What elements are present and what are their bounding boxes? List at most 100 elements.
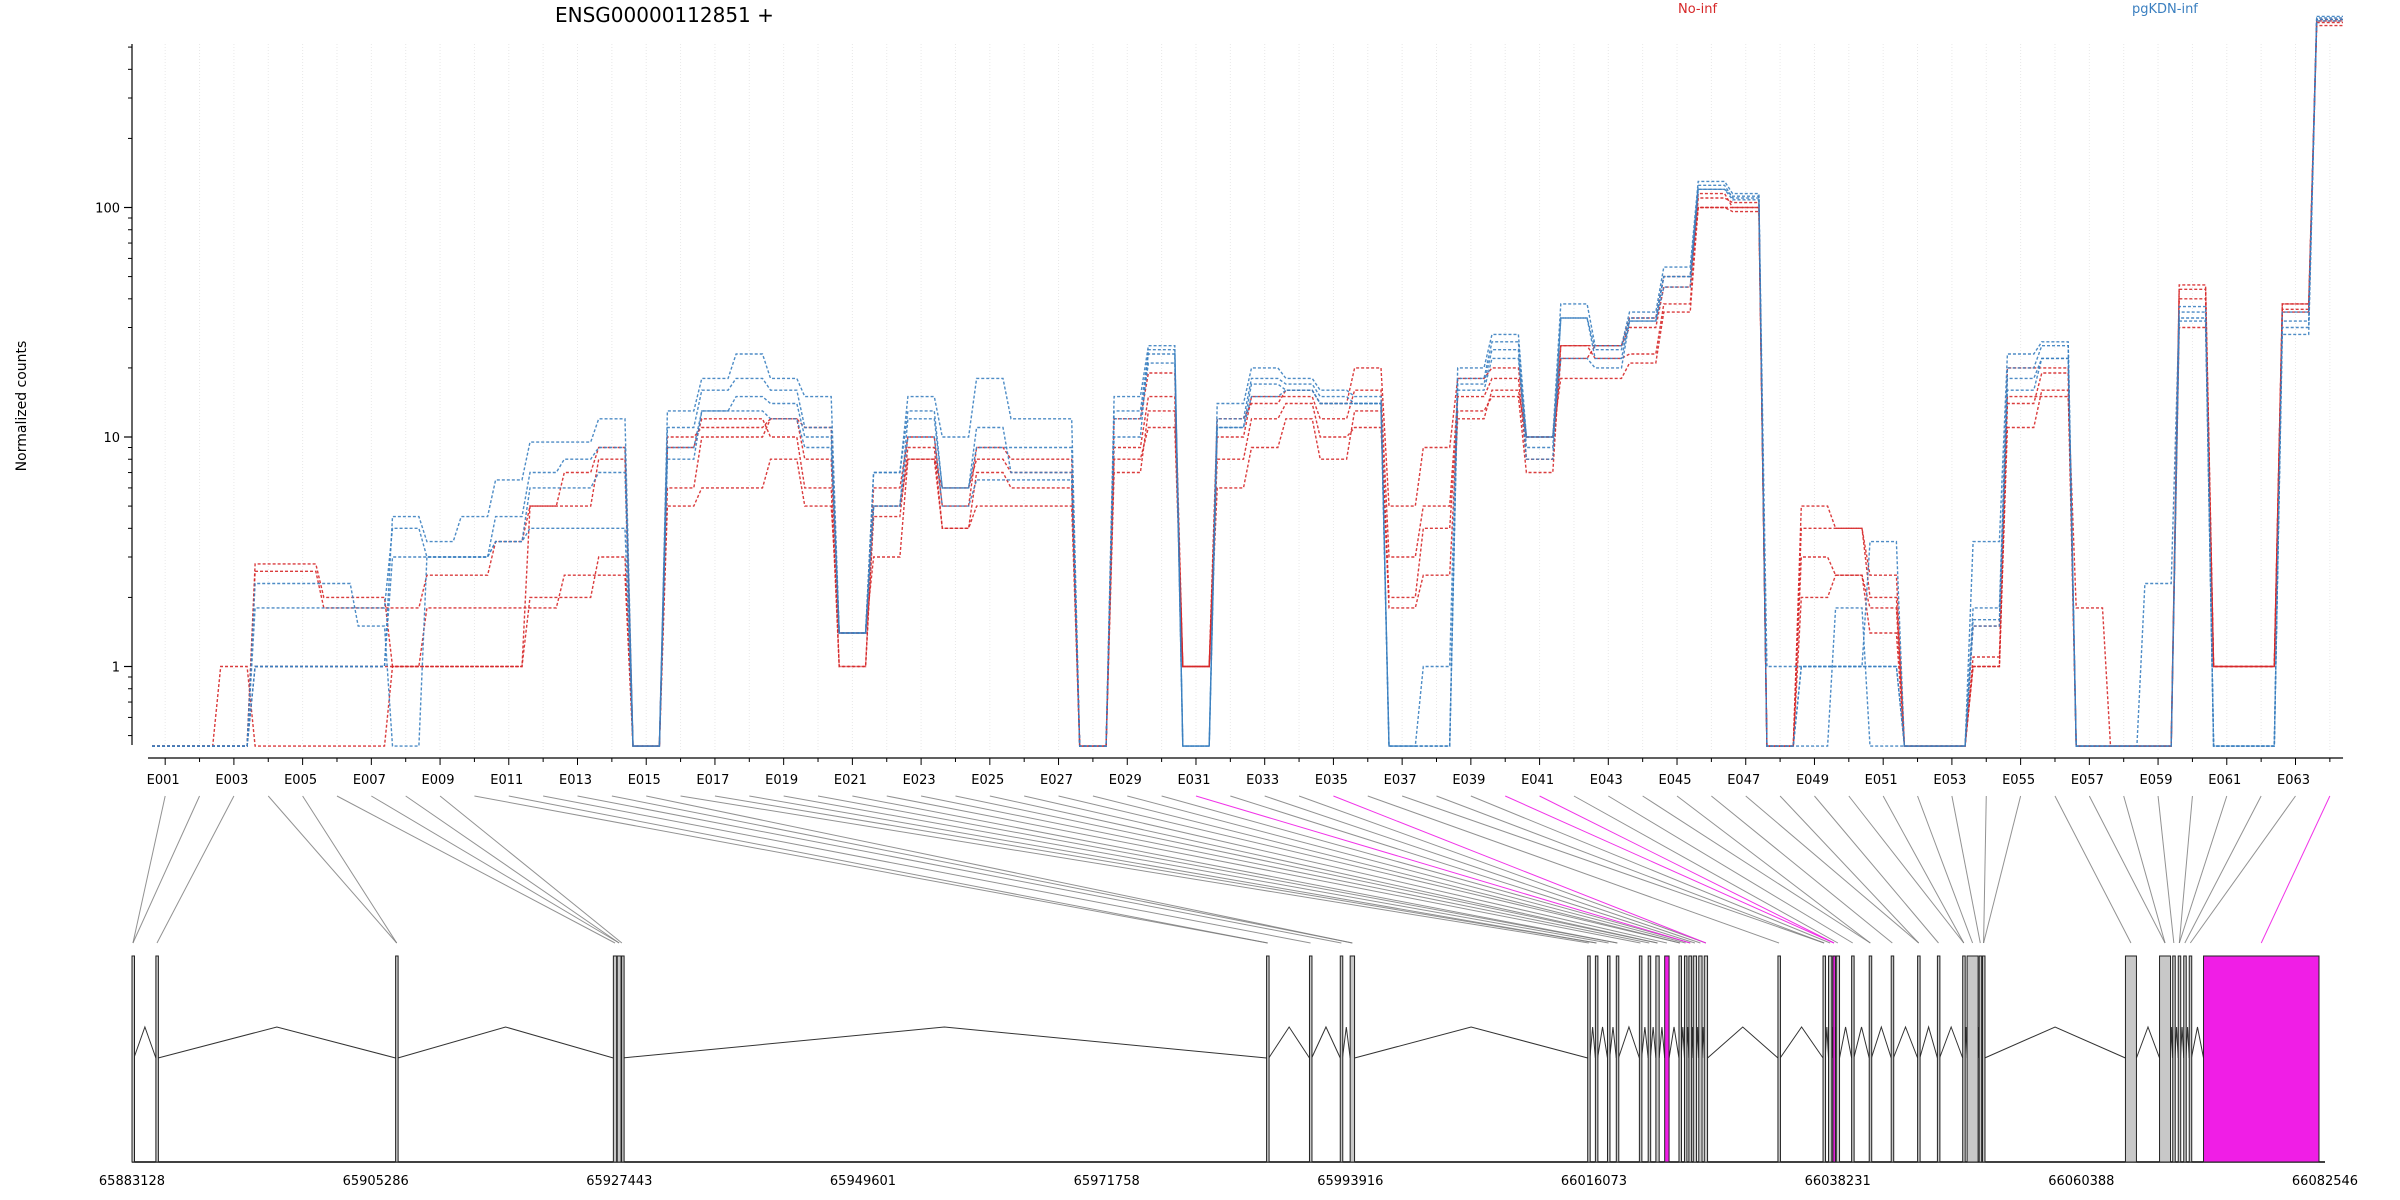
genome-tick-label: 66038231 (1805, 1174, 1871, 1189)
x-tick-label: E035 (1315, 773, 1348, 788)
exon-box (1917, 955, 1921, 1163)
gene-model: 65883128 65905286 65927443 65949601 65971758… (99, 955, 2358, 1189)
exon-connector (1058, 795, 1681, 944)
intron-line (1870, 1025, 1892, 1059)
x-tick-label: E031 (1177, 773, 1210, 788)
exon-connector (1983, 795, 1987, 944)
exon-box (2177, 955, 2182, 1163)
intron-line (1341, 1026, 1351, 1059)
x-tick-label: E023 (903, 773, 936, 788)
exon-connector (156, 795, 235, 944)
exon-connector (783, 795, 1609, 944)
exon-connector (921, 795, 1650, 944)
exon-connector (611, 795, 1353, 944)
exon-box (2172, 955, 2176, 1163)
intron-line (2190, 1026, 2205, 1059)
x-tick-label: E059 (2140, 773, 2173, 788)
exon-box (2183, 955, 2187, 1163)
genome-tick-label: 65971758 (1074, 1174, 1140, 1189)
exon-box (1655, 955, 1660, 1163)
exon-connector (439, 795, 623, 944)
exon-connector (989, 795, 1658, 944)
exon-connector (2178, 795, 2228, 944)
x-tick-label: E043 (1590, 773, 1623, 788)
exon-connector (955, 795, 1658, 944)
genome-tick-label: 65883128 (99, 1174, 165, 1189)
exon-connector (1848, 795, 1965, 944)
exon-box (1606, 955, 1611, 1163)
exon-connector (817, 795, 1618, 944)
x-tick-label: E005 (284, 773, 317, 788)
genome-tick-label: 65927443 (586, 1174, 652, 1189)
intron-line (1839, 1026, 1853, 1059)
exon-connector (336, 795, 616, 944)
exon-box (1822, 955, 1827, 1163)
x-tick-label: E009 (422, 773, 455, 788)
exon-connector (1573, 795, 1839, 944)
exon-connector (1333, 795, 1707, 944)
x-tick-label: E063 (2277, 773, 2310, 788)
exon-connector (714, 795, 1597, 944)
series-line-no-inf (152, 18, 2343, 747)
exon-box (2159, 955, 2172, 1163)
exon-connector (1401, 795, 1825, 944)
exon-connector (2123, 795, 2166, 944)
intron-line (133, 1025, 157, 1059)
exon-connector (1264, 795, 1701, 944)
exon-connector (1779, 795, 1920, 944)
exon-box (2124, 955, 2137, 1163)
exon-box (1978, 955, 1983, 1163)
intron-line (1853, 1026, 1870, 1059)
x-tick-label: E007 (353, 773, 386, 788)
exon-box (1890, 955, 1895, 1163)
series-line-pgkdn-inf (152, 17, 2343, 747)
x-tick-label: E033 (1246, 773, 1279, 788)
intron-line (1892, 1025, 1919, 1059)
x-tick-label: E049 (1796, 773, 1829, 788)
exon-box (1683, 955, 1688, 1163)
exon-box (1835, 955, 1841, 1163)
exon-box (612, 955, 618, 1163)
x-tick-label: E047 (1727, 773, 1760, 788)
exon-box (1594, 955, 1599, 1163)
exon-connector (1711, 795, 1893, 944)
exon-connector (577, 795, 1342, 944)
intron-line (1311, 1025, 1341, 1059)
series-line-pgkdn-inf (152, 18, 2343, 747)
exon-box (1638, 955, 1643, 1163)
x-tick-label: E055 (2002, 773, 2035, 788)
exon-connector (1882, 795, 1965, 944)
x-tick-label: E039 (1452, 773, 1485, 788)
exon-connector (1161, 795, 1691, 944)
x-tick-label: E037 (1384, 773, 1417, 788)
exon-box (616, 955, 622, 1163)
x-tick-label: E025 (971, 773, 1004, 788)
exon-connector (1470, 795, 1831, 944)
vertical-gridlines (164, 44, 2331, 752)
exon-box (1966, 955, 1979, 1163)
intron-line (1268, 1026, 1310, 1059)
exon-box (1647, 955, 1652, 1163)
exon-connector (2189, 795, 2296, 944)
intron-line (1597, 1026, 1608, 1059)
exon-box (1339, 955, 1344, 1163)
exon-box (1777, 955, 1781, 1163)
intron-line (1919, 1025, 1938, 1059)
x-tick-label: E017 (696, 773, 729, 788)
intron-line (2135, 1025, 2161, 1059)
exon-box (1703, 955, 1709, 1163)
exon-box (1828, 955, 1833, 1163)
y-tick-label: 1 (112, 661, 120, 676)
series-line-no-inf (152, 20, 2343, 747)
exon-connector (886, 795, 1641, 944)
intron-line (1779, 1026, 1824, 1059)
exon-connector (646, 795, 1353, 944)
genome-tick-label: 65993916 (1317, 1174, 1383, 1189)
x-tick-label: E029 (1109, 773, 1142, 788)
intron-line (1658, 1026, 1666, 1059)
exon-box (1936, 955, 1941, 1163)
x-tick-label: E003 (215, 773, 248, 788)
intron-line (1707, 1026, 1779, 1059)
y-axis-label: Normalized counts (14, 341, 30, 472)
intron-line (622, 1026, 1267, 1059)
